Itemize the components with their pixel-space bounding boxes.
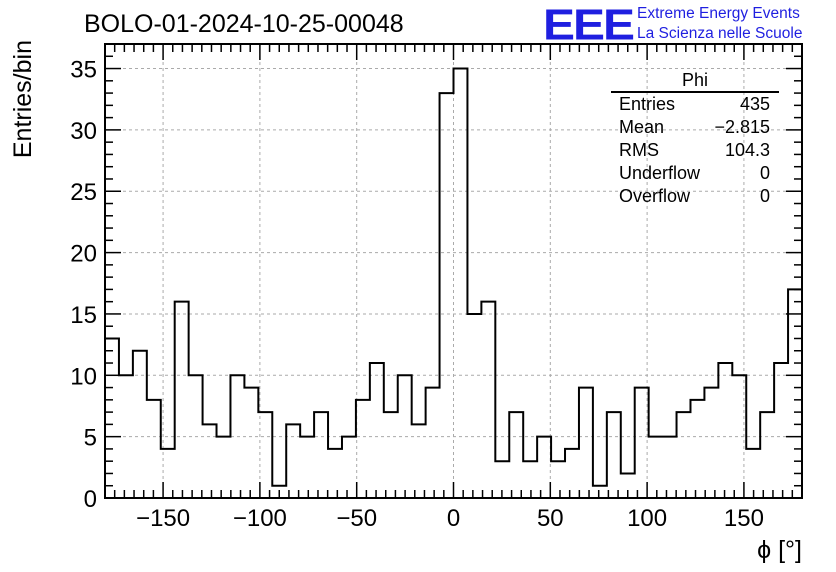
stats-row-mean: Mean −2.815 <box>611 116 779 139</box>
y-tick-label: 20 <box>70 241 97 268</box>
stats-label: Overflow <box>619 186 691 206</box>
axis-ticks <box>105 44 802 498</box>
stats-value: 435 <box>739 94 770 114</box>
stats-value: 0 <box>759 163 770 183</box>
histogram-series <box>104 67 803 498</box>
x-tick-label: 0 <box>447 505 460 532</box>
stats-label: Mean <box>619 117 665 137</box>
y-tick-label: 25 <box>70 179 97 206</box>
stats-title: Phi <box>611 70 779 93</box>
stats-value: 104.3 <box>724 140 770 160</box>
chart-title: BOLO-01-2024-10-25-00048 <box>84 10 404 38</box>
x-axis-label: ϕ [°] <box>757 536 802 564</box>
brand-line-1: Extreme Energy Events <box>637 5 800 22</box>
stats-label: RMS <box>619 140 659 160</box>
eee-logo: EEE <box>543 1 635 50</box>
y-tick-label: 10 <box>70 363 97 390</box>
y-tick-labels: 0 5 10 15 20 25 30 35 <box>70 57 97 513</box>
y-tick-label: 35 <box>70 57 97 84</box>
stats-box: Phi Entries 435 Mean −2.815 RMS 104.3 Un… <box>611 70 779 208</box>
x-tick-label: 150 <box>724 505 764 532</box>
y-tick-label: 5 <box>84 425 97 452</box>
brand-line-2: La Scienza nelle Scuole <box>637 25 803 42</box>
y-tick-label: 0 <box>84 486 97 513</box>
x-tick-label: −150 <box>136 505 190 532</box>
y-tick-label: 30 <box>70 118 97 145</box>
stats-row-rms: RMS 104.3 <box>611 139 779 162</box>
x-tick-labels: −150 −100 −50 0 50 100 150 <box>136 505 764 532</box>
x-tick-label: 100 <box>627 505 667 532</box>
x-tick-label: 50 <box>537 505 564 532</box>
y-tick-label: 15 <box>70 302 97 329</box>
x-tick-label: −100 <box>233 505 287 532</box>
stats-row-underflow: Underflow 0 <box>611 162 779 185</box>
stats-row-entries: Entries 435 <box>611 93 779 116</box>
stats-row-overflow: Overflow 0 <box>611 185 779 208</box>
brand-text: Extreme Energy Events La Scienza nelle S… <box>637 4 802 44</box>
y-axis-label: Entries/bin <box>9 40 37 158</box>
stats-label: Underflow <box>619 163 701 183</box>
stats-value: 0 <box>759 186 770 206</box>
stats-value: −2.815 <box>714 117 770 137</box>
stats-label: Entries <box>619 94 676 114</box>
x-tick-label: −50 <box>336 505 377 532</box>
